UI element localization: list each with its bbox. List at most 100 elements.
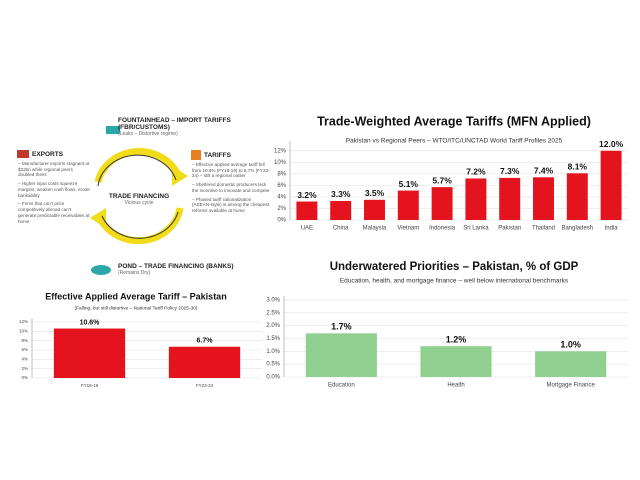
bar xyxy=(397,190,419,220)
center-node: TRADE FINANCING Vicious cycle xyxy=(100,193,178,206)
y-tick-label: 4% xyxy=(277,195,286,201)
cycle-outline xyxy=(101,211,179,239)
value-label: 3.5% xyxy=(365,188,385,198)
bullet: Phased tariff rationalization (ASEAN-sty… xyxy=(192,197,270,214)
value-label: 1.7% xyxy=(331,322,352,332)
cycle-arrow xyxy=(94,148,182,183)
node-title: EXPORTS xyxy=(32,151,64,158)
tariffs-icon xyxy=(191,150,201,160)
value-label: 5.1% xyxy=(399,179,419,189)
y-tick-label: 12% xyxy=(19,319,28,324)
chart-subtitle: Pakistan vs Regional Peers – WTO/ITC/UNC… xyxy=(346,138,563,145)
bar xyxy=(330,200,352,220)
y-tick-label: 2% xyxy=(21,366,28,371)
bullet: Firms that can't price competitively abr… xyxy=(18,201,90,224)
x-tick-label: Malaysia xyxy=(363,226,387,232)
y-tick-label: 3.0% xyxy=(266,298,280,304)
x-tick-label: Health xyxy=(447,383,464,389)
y-tick-label: 0.0% xyxy=(266,375,280,381)
y-tick-label: 8% xyxy=(21,338,28,343)
bar xyxy=(296,201,318,220)
exports-icon xyxy=(17,150,29,158)
y-tick-label: 6% xyxy=(21,347,28,352)
bar xyxy=(420,346,492,377)
bar xyxy=(431,187,453,220)
value-label: 7.2% xyxy=(466,167,486,177)
value-label: 5.7% xyxy=(432,175,452,185)
bullet: Sheltered domestic producers lack the in… xyxy=(192,182,270,193)
pond-icon xyxy=(91,265,111,275)
value-label: 6.7% xyxy=(197,338,214,345)
y-tick-label: 10% xyxy=(274,160,287,166)
bar xyxy=(168,346,241,378)
bullet: Manufacturer exports stagnant at $32bn w… xyxy=(18,161,90,178)
node-title: TRADE FINANCING xyxy=(108,193,170,200)
bullet: Higher input costs squeeze margins, weak… xyxy=(18,181,90,198)
cycle xyxy=(94,148,184,245)
value-label: 7.4% xyxy=(534,166,554,176)
bar xyxy=(305,333,377,377)
x-tick-label: Thailand xyxy=(532,226,555,232)
x-tick-label: FY18-19 xyxy=(81,383,99,388)
x-tick-label: UAE xyxy=(301,226,313,232)
bar xyxy=(499,177,521,220)
left-node: EXPORTS Manufacturer exports stagnant at… xyxy=(18,151,90,227)
y-tick-label: 0.5% xyxy=(266,362,280,368)
bottom-node: POND – TRADE FINANCING (BANKS) (Remains … xyxy=(118,263,248,276)
bar xyxy=(465,178,487,220)
x-tick-label: Mortgage Finance xyxy=(546,383,595,389)
node-subtitle: (Remains Dry) xyxy=(118,270,151,276)
bar xyxy=(566,173,588,220)
x-tick-label: Education xyxy=(328,383,355,389)
cycle-arrow xyxy=(96,207,184,245)
arrow-head xyxy=(172,166,188,186)
y-tick-label: 1.5% xyxy=(266,336,280,342)
y-tick-label: 12% xyxy=(274,148,287,154)
bar xyxy=(600,150,622,220)
node-subtitle: (Leaks – Distortive regime) xyxy=(118,131,178,137)
bar xyxy=(364,199,385,220)
bar xyxy=(535,351,607,377)
value-label: 1.2% xyxy=(446,335,467,345)
y-tick-label: 2.0% xyxy=(266,323,280,329)
cycle-outline xyxy=(97,154,177,187)
x-tick-label: Sri Lanka xyxy=(463,226,489,232)
value-label: 3.2% xyxy=(297,190,317,200)
node-subtitle: Vicious cycle xyxy=(124,200,154,206)
value-label: 8.1% xyxy=(568,162,588,172)
x-tick-label: China xyxy=(333,226,349,232)
chart-subtitle: (Falling, but still distortive – Nationa… xyxy=(75,305,198,311)
x-tick-label: Vietnam xyxy=(397,226,419,232)
node-title: TARIFFS xyxy=(204,152,231,159)
chart-title: Effective Applied Average Tariff – Pakis… xyxy=(45,291,226,301)
chart-subtitle: Education, health, and mortgage finance … xyxy=(340,278,569,285)
x-tick-label: Pakistan xyxy=(498,226,521,232)
y-tick-label: 10% xyxy=(19,329,28,334)
bar xyxy=(53,328,126,378)
node-title: FOUNTAINHEAD – IMPORT TARIFFS (FBR/CUSTO… xyxy=(118,117,231,131)
bullet: Effective applied average tariff fell fr… xyxy=(192,162,270,179)
y-tick-label: 4% xyxy=(21,357,28,362)
fountain-icon xyxy=(106,126,120,134)
value-label: 10.6% xyxy=(80,319,101,326)
value-label: 7.3% xyxy=(500,166,520,176)
chart-title: Underwatered Priorities – Pakistan, % of… xyxy=(330,261,579,273)
value-label: 12.0% xyxy=(599,139,624,149)
bar xyxy=(533,177,554,220)
right-node: TARIFFS Effective applied average tariff… xyxy=(192,152,270,217)
top-node: FOUNTAINHEAD – IMPORT TARIFFS (FBR/CUSTO… xyxy=(118,117,238,137)
value-label: 3.3% xyxy=(331,189,351,199)
y-tick-label: 1.0% xyxy=(266,349,280,355)
x-tick-label: FY23-24 xyxy=(196,383,214,388)
arrow-head xyxy=(90,208,106,228)
y-tick-label: 2.5% xyxy=(266,310,280,316)
y-tick-label: 0% xyxy=(21,375,28,380)
value-label: 1.0% xyxy=(560,340,581,350)
node-title: POND – TRADE FINANCING (BANKS) xyxy=(118,263,234,270)
y-tick-label: 2% xyxy=(277,206,286,212)
chart-title: Trade-Weighted Average Tariffs (MFN Appl… xyxy=(317,114,591,128)
x-tick-label: Bangladesh xyxy=(561,226,593,232)
y-tick-label: 8% xyxy=(277,171,286,177)
